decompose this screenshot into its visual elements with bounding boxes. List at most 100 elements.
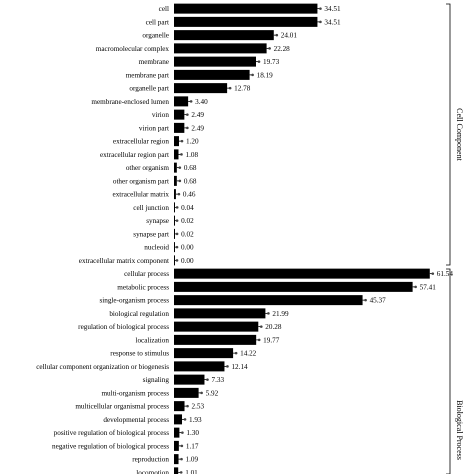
value-label: 1.08 (185, 151, 198, 159)
category-label: membrane-enclosed lumen (91, 98, 169, 106)
bar-end-dot (175, 206, 179, 209)
category-label: virion part (139, 124, 169, 132)
category-label: extracellular region (113, 138, 169, 146)
bar-end-dot (183, 418, 187, 421)
bar (174, 281, 413, 292)
category-label: signaling (143, 376, 170, 384)
value-label: 0.00 (181, 244, 194, 252)
value-label: 0.46 (183, 191, 196, 199)
bar (174, 136, 179, 147)
category-label: multicellular organismal process (75, 403, 169, 411)
bar (174, 454, 179, 465)
category-label: membrane (139, 58, 169, 66)
bar-end-dot (180, 457, 183, 461)
bar-end-dot (319, 20, 322, 24)
value-label: 1.30 (186, 429, 199, 437)
bar-end-dot (257, 338, 261, 342)
bar (174, 414, 183, 425)
category-label: other organism part (113, 177, 169, 185)
bar-end-dot (175, 219, 179, 222)
bar (174, 122, 185, 133)
bar (174, 189, 176, 200)
bar-end-dot (179, 471, 183, 474)
category-label: extracellular matrix component (79, 257, 169, 265)
category-label: virion (152, 111, 170, 119)
value-label: 3.40 (195, 98, 208, 106)
group-label: Cell Component (455, 108, 464, 161)
bar (174, 321, 259, 332)
value-label: 19.73 (263, 58, 280, 66)
value-label: 1.09 (186, 456, 199, 464)
bar (174, 16, 318, 27)
bar-end-dot (268, 47, 271, 50)
value-label: 18.19 (257, 71, 274, 79)
bar (174, 334, 257, 345)
bar-end-dot (175, 245, 179, 249)
category-label: locomotion (136, 469, 169, 474)
category-label: other organism (126, 164, 170, 172)
category-labels-layer: cell cell part organelle macromolecular com… (36, 5, 169, 474)
value-label: 0.68 (184, 177, 197, 185)
bar-end-dot (431, 272, 435, 275)
bar-end-dot (267, 312, 270, 315)
value-label: 20.28 (265, 323, 282, 331)
bar (174, 96, 189, 107)
bars-layer (174, 3, 435, 474)
category-label: cellular component organization or bioge… (36, 363, 169, 371)
bar-end-dot (275, 33, 279, 37)
group-label: Biological Process (455, 400, 464, 460)
category-label: extracellular region part (100, 151, 169, 159)
bar-end-dot (414, 285, 417, 289)
bar (174, 440, 179, 451)
group-brackets-layer: Cell Component Biological Process (446, 3, 464, 474)
bar-end-dot (175, 232, 179, 236)
bar (174, 308, 266, 319)
category-label: metabolic process (117, 283, 169, 291)
value-label: 34.51 (324, 5, 341, 13)
bar-end-dot (234, 351, 238, 355)
bar-end-dot (186, 126, 189, 130)
group-bracket (446, 268, 451, 474)
bar-end-dot (189, 100, 193, 103)
bar (174, 109, 185, 120)
category-label: organelle (142, 32, 169, 40)
value-label: 0.00 (181, 257, 194, 265)
category-label: nucleoid (144, 244, 169, 252)
value-label: 0.02 (181, 217, 194, 225)
bar-end-dot (178, 166, 182, 169)
bar (174, 149, 179, 160)
bar (174, 83, 228, 94)
category-label: cell (159, 5, 169, 13)
bar-end-dot (364, 298, 367, 302)
category-label: macromolecular complex (96, 45, 170, 53)
category-label: biological regulation (109, 310, 169, 318)
bar-end-dot (181, 431, 184, 434)
category-label: regulation of biological process (78, 323, 169, 331)
value-label: 2.49 (191, 111, 204, 119)
value-label: 7.33 (211, 376, 224, 384)
bar-end-dot (228, 86, 232, 90)
bar-end-dot (180, 139, 184, 143)
value-label: 21.99 (272, 310, 289, 318)
value-labels-layer: 34.51 34.51 24.01 22.28 19.73 18.19 12.78 3.40 2… (181, 5, 453, 474)
category-label: negative regulation of biological proces… (52, 442, 169, 450)
bar (174, 3, 318, 14)
value-label: 12.78 (234, 85, 251, 93)
value-label: 1.20 (186, 138, 199, 146)
category-label: cell part (146, 18, 169, 26)
bar-end-dot (180, 444, 184, 448)
bar-end-dot (257, 60, 261, 63)
category-label: cell junction (133, 204, 169, 212)
category-label: positive regulation of biological proces… (54, 429, 170, 437)
bar-end-dot (226, 365, 229, 368)
value-label: 24.01 (281, 32, 298, 40)
bar-end-dot (178, 179, 182, 183)
value-label: 0.02 (181, 230, 194, 238)
category-label: reproduction (132, 456, 169, 464)
bar (174, 467, 179, 474)
bar (174, 162, 177, 173)
value-label: 1.93 (189, 416, 202, 424)
bar (174, 56, 256, 67)
bar (174, 30, 274, 41)
